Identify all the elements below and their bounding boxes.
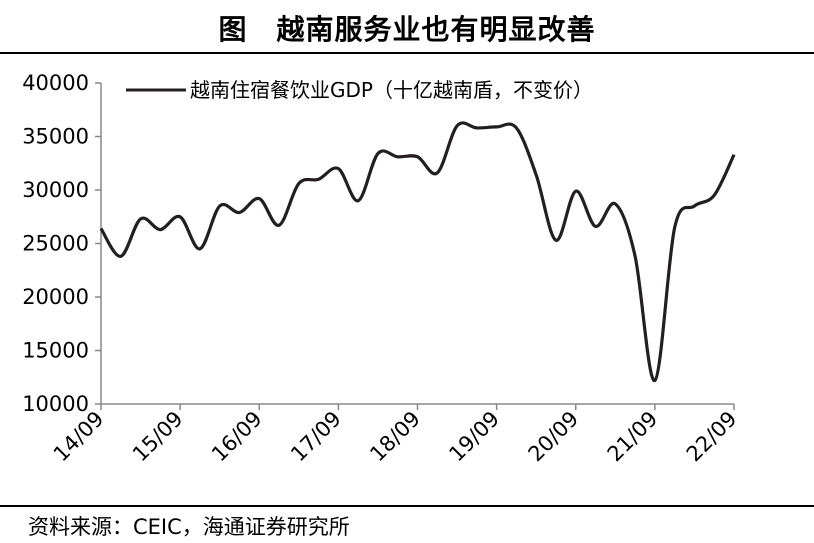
y-tick-label: 10000 xyxy=(22,392,89,416)
y-tick-label: 30000 xyxy=(22,178,89,202)
x-tick-label: 16/09 xyxy=(207,407,267,467)
x-tick-label: 20/09 xyxy=(524,407,584,467)
y-tick-label: 15000 xyxy=(22,339,89,363)
y-tick-label: 25000 xyxy=(22,232,89,256)
series-line xyxy=(99,121,736,383)
x-tick-label: 18/09 xyxy=(365,407,425,467)
plot-area xyxy=(99,121,736,383)
x-tick-label: 19/09 xyxy=(444,407,504,467)
y-tick-label: 40000 xyxy=(22,71,89,95)
y-tick-label: 35000 xyxy=(22,125,89,149)
chart-title: 图 越南服务业也有明显改善 xyxy=(218,13,596,46)
y-tick-label: 20000 xyxy=(22,285,89,309)
x-tick-label: 17/09 xyxy=(286,407,346,467)
legend-label: 越南住宿餐饮业GDP（十亿越南盾，不变价） xyxy=(190,78,593,102)
title-underline xyxy=(0,52,814,54)
y-axis-ticks: 10000 15000 20000 25000 30000 35000 40000 xyxy=(22,71,101,416)
x-axis-ticks: 14/09 15/09 16/09 17/09 18/09 19/09 20/09 21/09… xyxy=(49,404,742,466)
x-tick-label: 21/09 xyxy=(603,407,663,467)
source-divider xyxy=(0,505,814,507)
legend: 越南住宿餐饮业GDP（十亿越南盾，不变价） xyxy=(126,78,593,102)
x-tick-label: 15/09 xyxy=(128,407,188,467)
x-tick-label: 22/09 xyxy=(682,407,742,467)
source-note: 资料来源：CEIC，海通证券研究所 xyxy=(28,515,350,539)
